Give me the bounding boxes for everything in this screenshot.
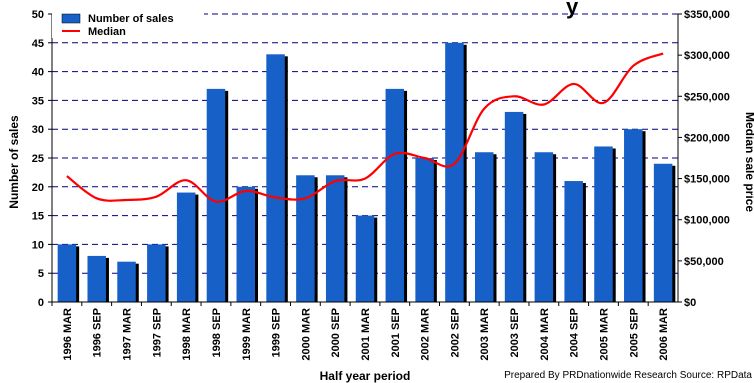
y2-tick-label: $150,000 bbox=[684, 174, 730, 186]
bar bbox=[505, 112, 523, 302]
bar bbox=[564, 181, 582, 302]
y2-tick-label: $200,000 bbox=[684, 132, 730, 144]
x-tick-label: 1996 SEP bbox=[92, 308, 104, 358]
x-tick-label: 2003 MAR bbox=[479, 308, 491, 361]
x-tick-label: 2003 SEP bbox=[509, 308, 521, 358]
x-tick-label: 2004 SEP bbox=[569, 308, 581, 358]
x-tick-label: 2000 MAR bbox=[300, 308, 312, 361]
y-tick-label: 25 bbox=[32, 153, 44, 165]
bar bbox=[594, 146, 612, 302]
bar bbox=[117, 262, 135, 302]
y-tick-label: 45 bbox=[32, 38, 44, 50]
credit-text: Prepared By PRDnationwide Research Sourc… bbox=[504, 370, 752, 381]
y2-tick-label: $0 bbox=[684, 297, 696, 309]
x-tick-label: 2000 SEP bbox=[330, 308, 342, 358]
legend-swatch-bar bbox=[62, 14, 80, 23]
x-axis-title: Half year period bbox=[320, 369, 411, 383]
y-tick-label: 35 bbox=[32, 95, 44, 107]
bar bbox=[356, 216, 374, 302]
y2-tick-label: $100,000 bbox=[684, 215, 730, 227]
bar bbox=[475, 152, 493, 302]
y2-tick-label: $350,000 bbox=[684, 9, 730, 21]
y-tick-label: 5 bbox=[38, 268, 44, 280]
bar bbox=[237, 187, 255, 302]
y-axis-ticks: 0 5 10 15 20 25 30 35 40 45 50 bbox=[32, 9, 52, 309]
x-tick-label: 2006 MAR bbox=[658, 308, 670, 361]
x-tick-label: 1998 SEP bbox=[211, 308, 223, 358]
bar bbox=[445, 43, 463, 302]
y-tick-label: 0 bbox=[38, 297, 44, 309]
y2-tick-label: $300,000 bbox=[684, 50, 730, 62]
x-tick-label: 1997 SEP bbox=[151, 308, 163, 358]
y2-tick-label: $250,000 bbox=[684, 91, 730, 103]
y2-tick-label: $50,000 bbox=[684, 256, 724, 268]
legend: Number of sales Median bbox=[52, 8, 204, 38]
y-tick-label: 40 bbox=[32, 67, 44, 79]
line-series bbox=[67, 53, 663, 201]
x-tick-label: 2005 MAR bbox=[598, 308, 610, 361]
y-tick-label: 50 bbox=[32, 9, 44, 21]
y-tick-label: 10 bbox=[32, 239, 44, 251]
x-tick-label: 2004 MAR bbox=[539, 308, 551, 361]
y-tick-label: 15 bbox=[32, 211, 44, 223]
median-line bbox=[67, 53, 663, 201]
y2-axis-title: Median sale price bbox=[743, 112, 754, 212]
bar bbox=[266, 54, 284, 302]
bar bbox=[326, 175, 344, 302]
chart-title: y bbox=[566, 0, 579, 19]
bar bbox=[177, 193, 195, 302]
y-axis-title: Number of sales bbox=[7, 115, 21, 209]
y2-axis-ticks: $0 $50,000 $100,000 $150,000 $200,000 $250,00… bbox=[678, 9, 730, 309]
bar bbox=[386, 89, 404, 302]
bar bbox=[415, 158, 433, 302]
bar bbox=[535, 152, 553, 302]
x-tick-label: 1999 SEP bbox=[271, 308, 283, 358]
bar bbox=[87, 256, 105, 302]
bar bbox=[624, 129, 642, 302]
x-tick-label: 2005 SEP bbox=[628, 308, 640, 358]
bar-series bbox=[58, 43, 676, 302]
x-tick-label: 2001 SEP bbox=[390, 308, 402, 358]
y-tick-label: 20 bbox=[32, 182, 44, 194]
x-tick-label: 1999 MAR bbox=[241, 308, 253, 361]
x-tick-label: 1997 MAR bbox=[122, 308, 134, 361]
legend-label-line: Median bbox=[88, 26, 126, 38]
x-tick-label: 1998 MAR bbox=[181, 308, 193, 361]
x-axis-ticks: 1996 MAR 1996 SEP 1997 MAR 1997 SEP 1998 MAR… bbox=[52, 302, 670, 361]
bar bbox=[654, 164, 672, 302]
x-tick-label: 2002 SEP bbox=[449, 308, 461, 358]
legend-label-bar: Number of sales bbox=[88, 13, 174, 25]
bar bbox=[207, 89, 225, 302]
y-tick-label: 30 bbox=[32, 124, 44, 136]
bar bbox=[58, 244, 76, 302]
x-tick-label: 1996 MAR bbox=[62, 308, 74, 361]
x-tick-label: 2002 MAR bbox=[420, 308, 432, 361]
bar bbox=[147, 244, 165, 302]
x-tick-label: 2001 MAR bbox=[360, 308, 372, 361]
